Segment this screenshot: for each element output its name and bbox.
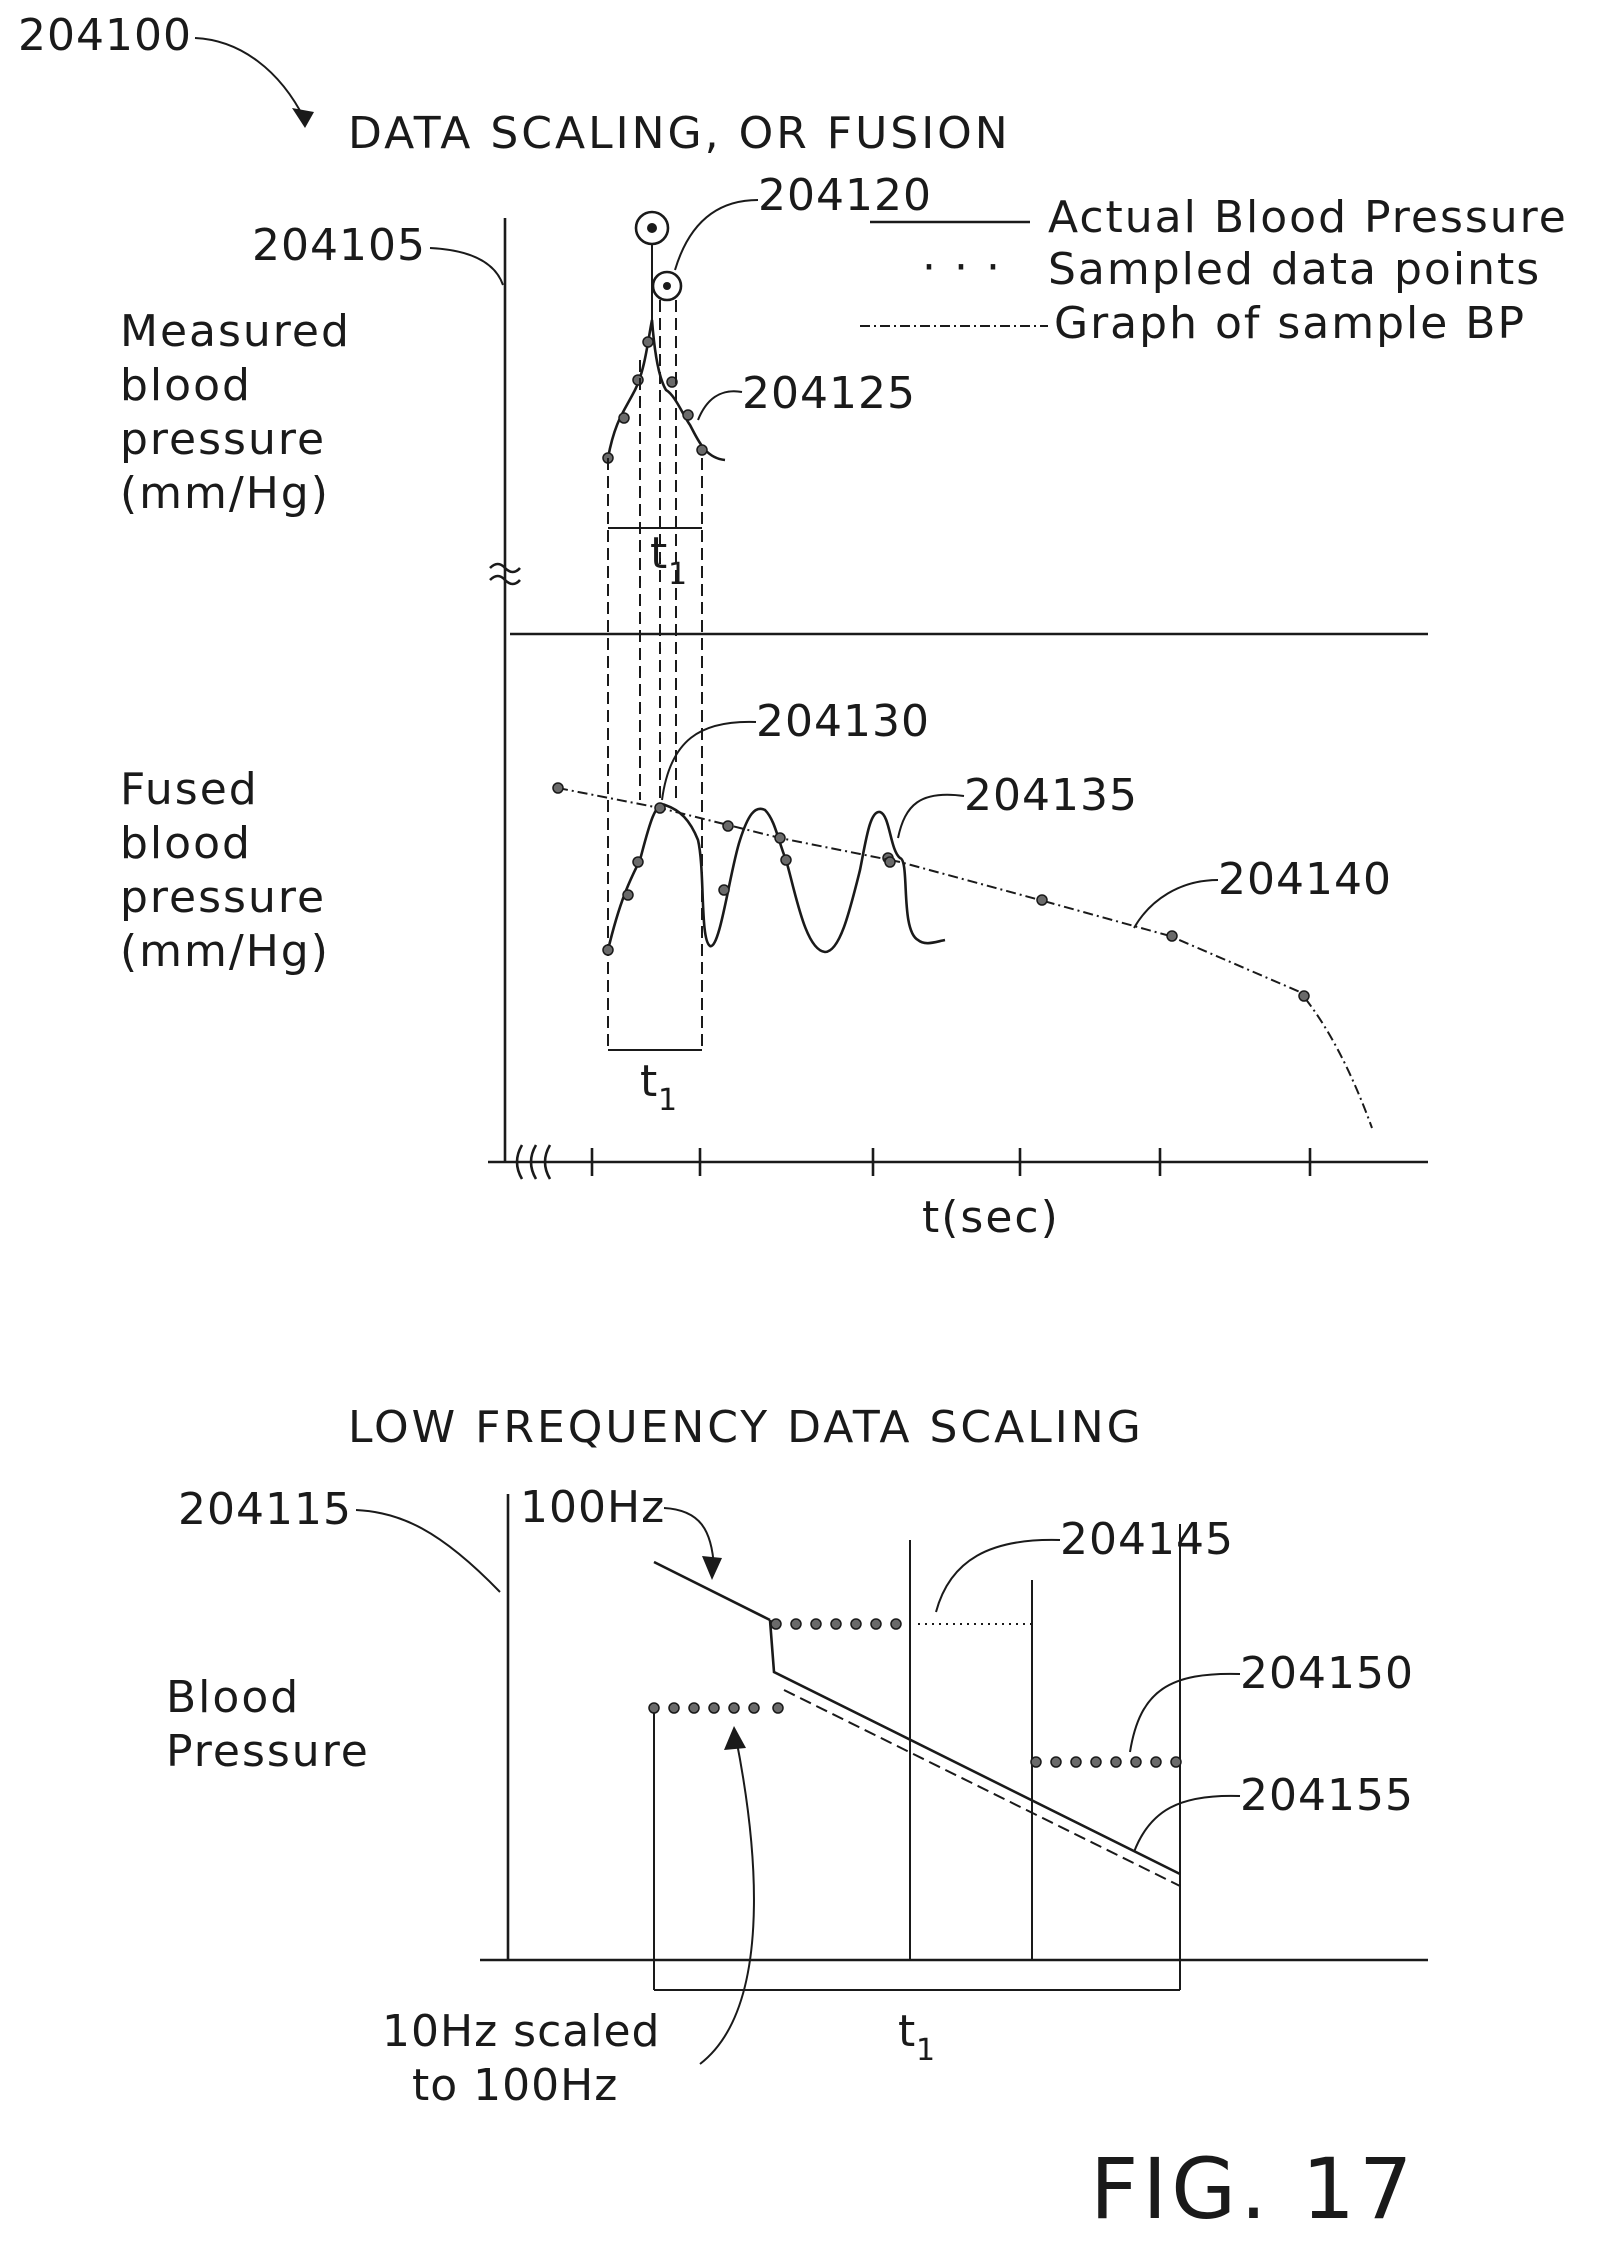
fused-bp-wave bbox=[606, 803, 946, 954]
x-axis-break-mark bbox=[515, 1144, 552, 1180]
ref-204135: 204135 bbox=[964, 770, 1138, 821]
actual-bp-line-upper bbox=[653, 1560, 771, 1622]
scaled-10hz-label: 10Hz scaled to 100Hz bbox=[382, 2006, 675, 2111]
ref-204150-leader bbox=[1129, 1672, 1241, 1753]
legend-dotted-swatch: · · · bbox=[922, 242, 1002, 293]
ref-204140: 204140 bbox=[1218, 854, 1392, 905]
figure-ref-leader bbox=[194, 37, 306, 121]
hz-100-label: 100Hz bbox=[520, 1482, 665, 1533]
legend-item-sampled-points: Sampled data points bbox=[1048, 244, 1541, 295]
bottom-figure-title: LOW FREQUENCY DATA SCALING bbox=[348, 1402, 1144, 1453]
sample-bp-graph bbox=[557, 787, 1373, 1129]
ref-204140-leader bbox=[1133, 879, 1219, 929]
ref-204155-leader bbox=[1133, 1794, 1241, 1853]
scaled-10hz-arrowhead bbox=[724, 1726, 746, 1750]
figure-ref-arrowhead bbox=[292, 108, 314, 128]
axis-break-mark bbox=[489, 562, 521, 586]
axis-ref-leader bbox=[429, 247, 504, 286]
legend: Actual Blood Pressure · · · Sampled data… bbox=[860, 192, 1568, 349]
ref-204125: 204125 bbox=[742, 368, 916, 419]
bottom-plot: LOW FREQUENCY DATA SCALING 204115 Blood … bbox=[166, 1402, 1428, 2111]
t1-measured-label: t bbox=[650, 528, 669, 579]
upper-sample-points bbox=[770, 1618, 902, 1630]
peak-marker-2-inner bbox=[663, 282, 671, 290]
t1-measured-sub: 1 bbox=[668, 557, 687, 592]
t1-fused-sub: 1 bbox=[658, 1083, 677, 1118]
blood-pressure-label: Blood Pressure bbox=[166, 1672, 370, 1777]
actual-bp-line-lower bbox=[768, 1619, 1181, 1876]
scaled-sample-points bbox=[648, 1702, 784, 1714]
ref-204130: 204130 bbox=[756, 696, 930, 747]
ref-204145: 204145 bbox=[1060, 1514, 1234, 1565]
lower-sample-points bbox=[1030, 1756, 1182, 1768]
ref-204125-leader bbox=[697, 390, 743, 421]
t1-fused-label: t bbox=[640, 1056, 659, 1107]
ref-204120: 204120 bbox=[758, 170, 932, 221]
fused-wave-points bbox=[602, 852, 894, 956]
peak-marker-inner bbox=[647, 223, 657, 233]
top-plot: Measured blood pressure (mm/Hg) Fused bl… bbox=[120, 170, 1428, 1243]
axis-ref-204105: 204105 bbox=[252, 220, 426, 271]
ref-204135-leader bbox=[897, 793, 965, 839]
hz-100-arrowhead bbox=[702, 1556, 722, 1580]
measured-bp-label: Measured blood pressure (mm/Hg) bbox=[120, 306, 367, 519]
t1-bottom-sub: 1 bbox=[916, 2033, 935, 2068]
axis-ref-204115: 204115 bbox=[178, 1484, 352, 1535]
figure-label: FIG. 17 bbox=[1090, 2140, 1416, 2238]
legend-item-actual-bp: Actual Blood Pressure bbox=[1048, 192, 1568, 243]
measured-bp-curve bbox=[606, 319, 726, 462]
fused-bp-label: Fused blood pressure (mm/Hg) bbox=[120, 764, 342, 977]
x-axis-label: t(sec) bbox=[922, 1192, 1060, 1243]
sample-bp-line-dashed bbox=[783, 1689, 1181, 1887]
top-figure-title: DATA SCALING, OR FUSION bbox=[348, 108, 1011, 159]
scaled-10hz-leader bbox=[699, 1737, 755, 2065]
sample-bp-points bbox=[552, 782, 1310, 1002]
legend-item-sample-graph: Graph of sample BP bbox=[1054, 298, 1526, 349]
t1-bottom-label: t bbox=[898, 2006, 917, 2057]
x-axis-ticks bbox=[590, 1148, 1312, 1176]
projection-lines bbox=[607, 300, 703, 1050]
ref-204155: 204155 bbox=[1240, 1770, 1414, 1821]
axis-ref-204115-leader bbox=[355, 1509, 501, 1593]
figure-ref-number: 204100 bbox=[18, 10, 192, 61]
ref-204145-leader bbox=[935, 1538, 1061, 1613]
ref-204150: 204150 bbox=[1240, 1648, 1414, 1699]
ref-204120-leader bbox=[674, 199, 759, 271]
interval-dividers bbox=[653, 1524, 1181, 1990]
ref-204130-leader bbox=[661, 720, 757, 801]
